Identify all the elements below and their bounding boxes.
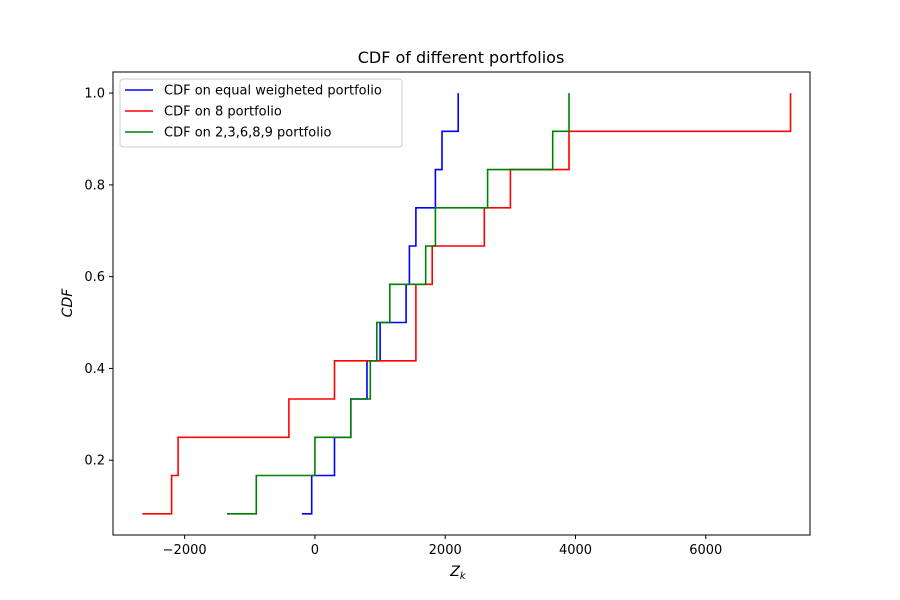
series-line-0 bbox=[301, 93, 459, 515]
y-tick-label: 0.4 bbox=[84, 362, 105, 377]
x-axis-ticks: −2000 0 2000 4000 6000 bbox=[163, 535, 722, 558]
x-axis-label-subscript: k bbox=[460, 571, 467, 582]
plot-frame bbox=[112, 71, 811, 536]
plot-background bbox=[113, 72, 810, 535]
x-tick-label: 2000 bbox=[429, 543, 462, 558]
y-tick-label: 1.0 bbox=[84, 87, 105, 102]
legend-box bbox=[119, 78, 403, 148]
legend-label-2: CDF on 2,3,6,8,9 portfolio bbox=[164, 126, 331, 141]
y-tick-label: 0.8 bbox=[84, 178, 105, 193]
x-tick-label: 4000 bbox=[559, 543, 592, 558]
y-axis-label: CDF bbox=[60, 288, 76, 318]
x-tick-label: 0 bbox=[311, 543, 319, 558]
chart-title: CDF of different portfolios bbox=[358, 48, 565, 67]
series-layer bbox=[142, 93, 792, 515]
x-tick-label: −2000 bbox=[163, 543, 207, 558]
series-line-2 bbox=[227, 93, 570, 515]
legend-label-0: CDF on equal weigheted portfolio bbox=[164, 84, 382, 99]
x-tick-label: 6000 bbox=[689, 543, 722, 558]
y-tick-label: 0.2 bbox=[84, 454, 105, 469]
x-axis-label-main: Z bbox=[449, 564, 460, 580]
x-axis-label: Zk bbox=[449, 564, 467, 582]
y-axis-ticks: 0.2 0.4 0.6 0.8 1.0 bbox=[84, 87, 113, 469]
legend: CDF on equal weigheted portfolio CDF on 8… bbox=[119, 78, 403, 148]
legend-label-1: CDF on 8 portfolio bbox=[164, 105, 282, 120]
legend-items: CDF on equal weigheted portfolio CDF on 8… bbox=[125, 84, 382, 141]
y-tick-label: 0.6 bbox=[84, 270, 105, 285]
